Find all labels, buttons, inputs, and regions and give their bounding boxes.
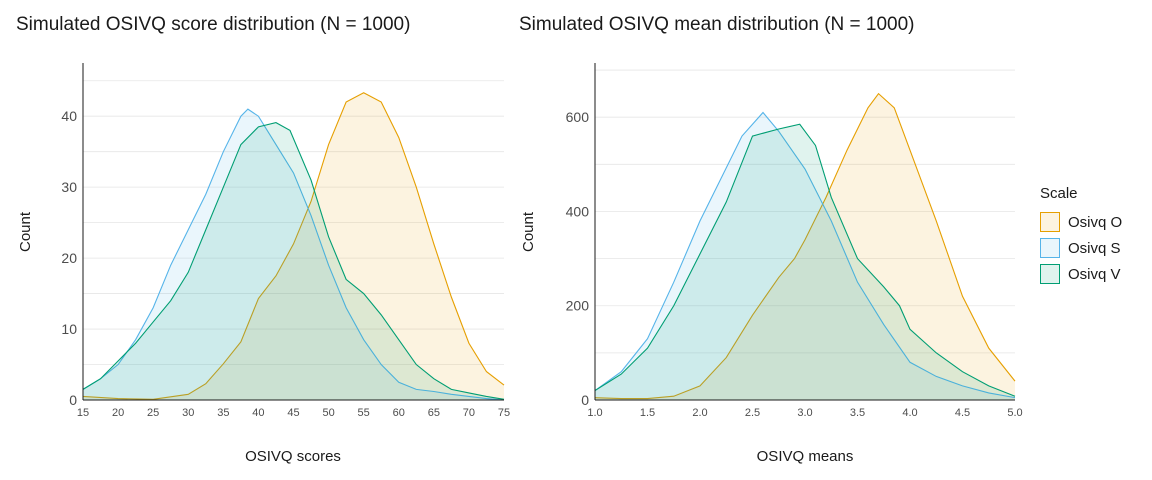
y-tick-label: 200 <box>566 298 590 314</box>
y-tick-label: 600 <box>566 109 590 125</box>
y-tick-label: 40 <box>61 108 77 124</box>
y-tick-label: 30 <box>61 179 77 195</box>
x-tick-label: 2.5 <box>745 407 760 419</box>
x-tick-label: 25 <box>147 407 159 419</box>
y-tick-label: 10 <box>61 321 77 337</box>
legend-item-osivq-o: Osivq O <box>1040 209 1122 235</box>
area-osivq-s <box>83 109 504 401</box>
legend-item-osivq-s: Osivq S <box>1040 235 1122 261</box>
x-axis-title: OSIVQ scores <box>245 448 341 465</box>
line-osivq-v <box>594 123 1016 397</box>
y-axis-title: Count <box>17 211 34 252</box>
x-tick-label: 4.0 <box>902 407 917 419</box>
x-tick-label: 3.5 <box>850 407 865 419</box>
x-tick-label: 40 <box>252 407 264 419</box>
area-osivq-v <box>83 122 504 400</box>
y-tick-label: 0 <box>581 392 589 408</box>
y-tick-label: 400 <box>566 203 590 219</box>
x-tick-label: 65 <box>428 407 440 419</box>
x-tick-label: 30 <box>182 407 194 419</box>
area-osivq-o <box>83 92 504 401</box>
x-tick-label: 35 <box>217 407 229 419</box>
x-tick-label: 5.0 <box>1007 407 1022 419</box>
legend-label-osivq-v: Osivq V <box>1068 265 1121 283</box>
x-tick-label: 70 <box>463 407 475 419</box>
legend-title: Scale <box>1040 185 1078 202</box>
line-osivq-s <box>594 111 1016 399</box>
chart-title-scores: Simulated OSIVQ score distribution (N = … <box>16 14 411 35</box>
x-tick-label: 20 <box>112 407 124 419</box>
x-tick-label: 45 <box>287 407 299 419</box>
x-axis-title: OSIVQ means <box>757 448 854 465</box>
x-tick-label: 4.5 <box>955 407 970 419</box>
legend: Scale Osivq O Osivq S Osivq V <box>1040 185 1122 287</box>
legend-key-osivq-s <box>1040 238 1060 258</box>
line-osivq-o <box>594 92 1016 400</box>
y-tick-label: 0 <box>69 392 77 408</box>
legend-item-osivq-v: Osivq V <box>1040 261 1122 287</box>
y-tick-label: 20 <box>61 250 77 266</box>
line-osivq-v <box>82 122 505 400</box>
x-tick-label: 3.0 <box>797 407 812 419</box>
line-osivq-o <box>82 92 505 400</box>
legend-label-osivq-s: Osivq S <box>1068 239 1121 257</box>
area-osivq-s <box>595 112 1015 401</box>
x-tick-label: 55 <box>358 407 370 419</box>
x-tick-label: 15 <box>77 407 89 419</box>
x-tick-label: 60 <box>393 407 405 419</box>
x-tick-label: 2.0 <box>692 407 707 419</box>
legend-key-osivq-v <box>1040 264 1060 284</box>
legend-label-osivq-o: Osivq O <box>1068 213 1123 231</box>
area-osivq-o <box>595 93 1015 400</box>
line-osivq-s <box>82 108 505 401</box>
legend-key-osivq-o <box>1040 212 1060 232</box>
x-tick-label: 1.5 <box>640 407 655 419</box>
y-axis-title: Count <box>520 211 537 252</box>
x-tick-label: 75 <box>498 407 510 419</box>
chart-title-means: Simulated OSIVQ mean distribution (N = 1… <box>519 14 915 35</box>
x-tick-label: 1.0 <box>587 407 602 419</box>
area-osivq-v <box>595 124 1015 401</box>
x-tick-label: 50 <box>322 407 334 419</box>
